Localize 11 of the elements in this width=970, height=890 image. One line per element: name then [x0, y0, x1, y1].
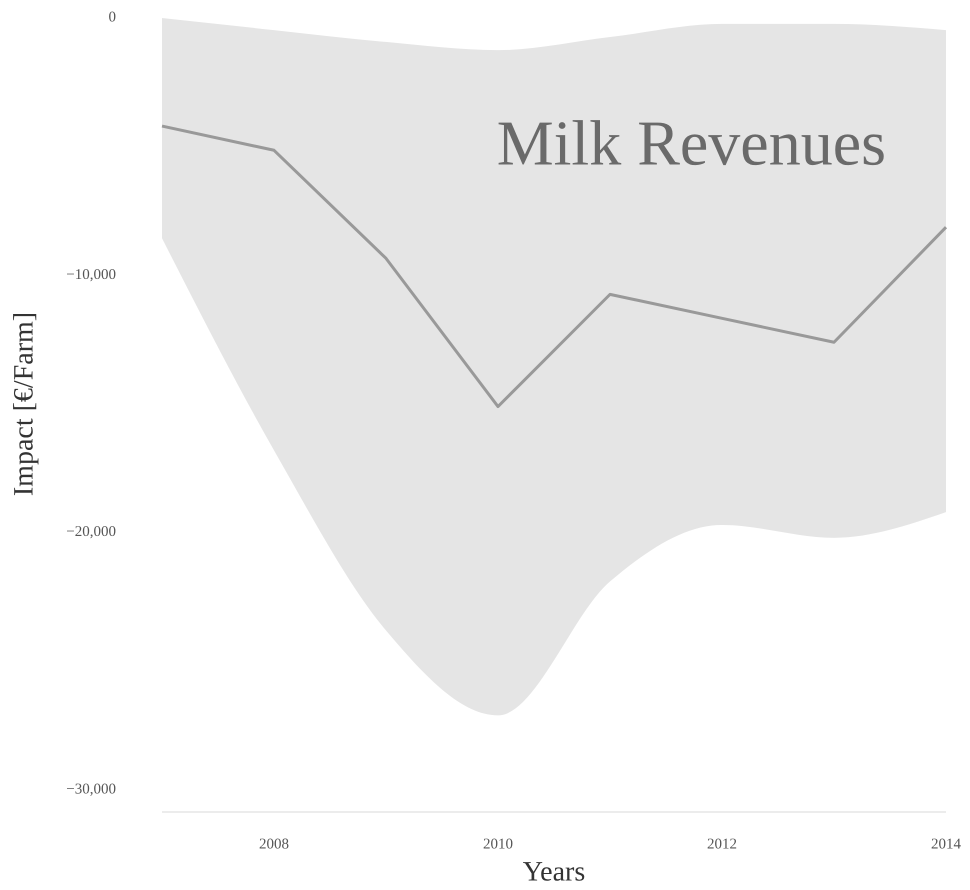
x-tick-label: 2008	[259, 836, 289, 852]
y-tick-label: 0	[108, 9, 116, 26]
y-axis-title: Impact [€/Farm]	[8, 312, 40, 496]
x-axis-title: Years	[522, 856, 586, 888]
y-tick-label: −30,000	[66, 781, 116, 798]
x-tick-label: 2010	[483, 836, 513, 852]
x-tick-label: 2012	[707, 836, 737, 852]
x-tick-label: 2014	[931, 836, 962, 852]
y-tick-label: −20,000	[66, 524, 116, 540]
y-tick-label: −10,000	[66, 266, 116, 283]
annotation: Milk Revenues	[496, 108, 886, 179]
